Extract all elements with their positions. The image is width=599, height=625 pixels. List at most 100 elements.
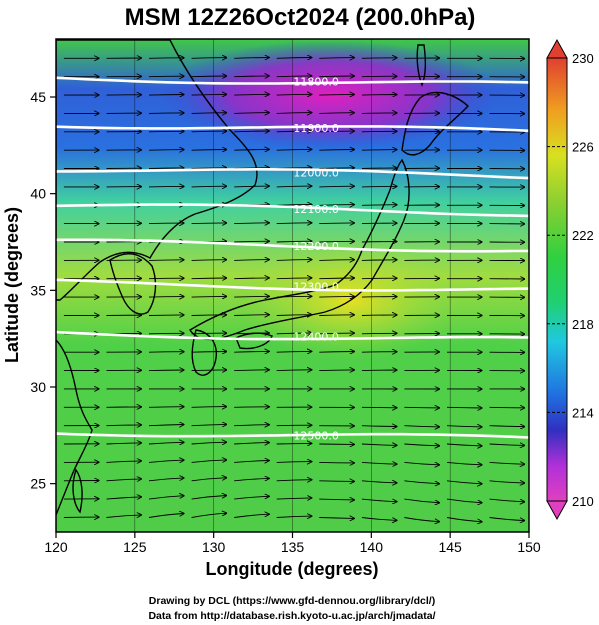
streamline-arrow (276, 370, 312, 371)
colorbar-tick-label: 218 (572, 317, 594, 332)
streamline-arrow (276, 425, 312, 426)
streamline-arrow (234, 94, 269, 95)
colorbar-tick-label: 230 (572, 51, 594, 66)
streamline-arrow (191, 150, 227, 151)
streamline-arrow (361, 297, 397, 298)
streamline-arrow (276, 443, 312, 444)
streamline-arrow (361, 58, 397, 59)
streamline-arrow (361, 481, 397, 483)
streamline-arrow (404, 480, 439, 484)
streamline-arrow (148, 514, 184, 518)
x-axis-ticks: 120 125 130 135 140 145 150 (44, 532, 541, 555)
streamline-arrow (319, 94, 354, 95)
streamline-arrow (404, 444, 439, 446)
streamline-arrow (361, 498, 397, 502)
streamline-arrow (361, 260, 397, 261)
streamline-arrow (489, 426, 525, 427)
streamline-arrow (361, 462, 397, 464)
streamline-arrow (191, 315, 227, 316)
streamline-arrow (276, 94, 312, 95)
streamline-arrow (234, 278, 269, 279)
contour-line (56, 125, 529, 133)
streamline-arrow (361, 95, 397, 96)
streamline-arrow (191, 460, 227, 463)
streamline-arrow (319, 370, 354, 371)
streamline-arrow (361, 407, 397, 408)
x-tick-label: 125 (123, 539, 147, 555)
coastline-china-coast (56, 339, 93, 516)
contour-line (56, 167, 529, 180)
streamline-arrow (489, 517, 525, 521)
streamline-arrow (191, 260, 227, 261)
streamline-arrow (148, 460, 184, 462)
streamline-arrow (191, 94, 227, 95)
x-axis-label: Longitude (degrees) (205, 559, 378, 579)
streamline-arrow (234, 260, 269, 261)
streamline-arrow (319, 278, 354, 279)
x-tick-label: 135 (281, 539, 305, 555)
chart-title: MSM 12Z26Oct2024 (200.0hPa) (125, 4, 476, 31)
streamline-arrow (446, 444, 482, 446)
streamline-arrow (106, 425, 142, 426)
y-tick-label: 25 (30, 476, 46, 492)
y-axis-ticks: 25 30 35 40 45 (30, 89, 56, 492)
streamline-arrow (319, 150, 354, 151)
streamline-arrow (148, 496, 184, 500)
streamline-arrow (234, 223, 269, 224)
streamline-arrow (234, 351, 269, 352)
streamline-arrow (446, 517, 482, 522)
streamline-arrow (361, 76, 397, 77)
streamline-arrow (148, 58, 184, 59)
streamline-arrow (191, 113, 227, 114)
streamline-arrow (234, 461, 269, 463)
streamline-arrow (276, 186, 312, 187)
coastline-asia-mainland (56, 39, 258, 301)
streamline-arrow (404, 462, 439, 464)
streamline-arrow (191, 478, 227, 482)
streamline-arrow (276, 278, 312, 279)
streamline-arrow (319, 352, 354, 353)
streamline-arrow (319, 481, 354, 482)
streamline-arrow (276, 333, 312, 334)
contour-line (56, 432, 529, 439)
streamline-arrow (319, 241, 354, 242)
streamline-arrow (361, 223, 397, 224)
streamline-arrow (404, 426, 439, 427)
streamline-arrow (319, 462, 354, 463)
x-tick-label: 150 (517, 539, 541, 555)
streamline-arrow (276, 516, 312, 517)
streamline-arrow (489, 498, 525, 502)
streamline-arrow (489, 462, 525, 464)
streamline-arrow (234, 131, 269, 132)
streamline-arrow (191, 296, 227, 297)
streamline-arrow (361, 444, 397, 445)
streamline-arrow (234, 241, 269, 242)
streamline-arrow (191, 496, 227, 500)
height-contours: 11800.0 11900.0 12000.0 12100.0 12200.0 12300… (56, 76, 529, 442)
streamline-arrow (148, 113, 184, 114)
streamline-arrow (446, 407, 482, 408)
streamline-arrow (361, 242, 397, 243)
colorbar-top-triangle (546, 38, 568, 59)
streamline-arrow (148, 407, 184, 408)
data-credit: Data from http://database.rish.kyoto-u.a… (148, 610, 435, 622)
streamline-arrow (234, 315, 269, 316)
streamline-arrow (234, 443, 269, 444)
contour-label: 11800.0 (293, 76, 339, 89)
streamline-arrow (191, 442, 227, 444)
coastline-shikoku (235, 332, 273, 350)
streamline-arrow (191, 186, 227, 187)
streamline-arrow (404, 407, 439, 408)
contour-line (56, 76, 529, 85)
colorbar-tick-label: 210 (572, 494, 594, 509)
y-tick-label: 40 (30, 186, 46, 202)
streamline-arrow (446, 480, 482, 484)
streamline-arrow (404, 517, 439, 522)
contour-line (56, 330, 529, 341)
streamline-arrow (191, 513, 227, 518)
streamline-arrow (319, 499, 354, 500)
drawing-credit: Drawing by DCL (https://www.gfd-dennou.o… (149, 595, 435, 607)
streamline-arrow (148, 425, 184, 426)
streamline-arrow (191, 370, 227, 371)
streamline-arrow (106, 479, 142, 481)
